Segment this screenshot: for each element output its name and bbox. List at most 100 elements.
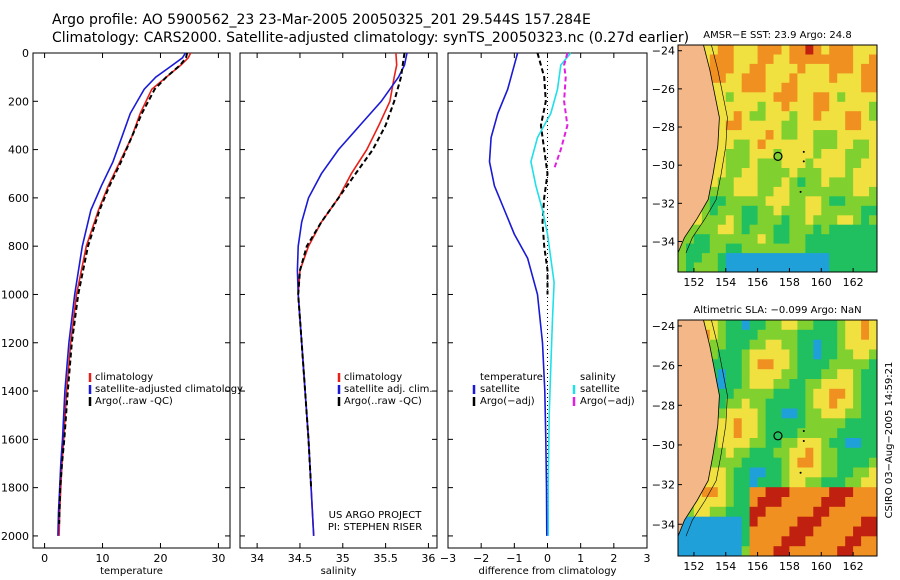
sla_map-cell <box>725 320 735 331</box>
sst_map-cell <box>853 234 862 245</box>
sla_map-cell <box>757 329 767 341</box>
sst_map-cell <box>845 111 854 122</box>
sst_map-cell <box>749 92 759 103</box>
temperature-series-climatology <box>58 52 192 536</box>
sst_map-cell <box>693 224 703 235</box>
sst_map-cell <box>829 243 838 254</box>
sla_map-cell <box>837 398 846 409</box>
sst_map-cell <box>829 224 838 235</box>
difference-xlabel: difference from climatology <box>479 566 617 577</box>
sst_map-xtick-label: 154 <box>715 276 736 289</box>
sst_map-cell <box>853 215 862 226</box>
sst_map-cell <box>789 63 798 74</box>
sst_map-cell <box>829 92 838 103</box>
sst_map-cell <box>853 130 862 141</box>
sst_map-cell <box>813 224 822 235</box>
sla_map-ytick-label: −28 <box>652 399 675 412</box>
sla_map-cell <box>749 339 759 350</box>
sla_map-cell <box>765 398 775 409</box>
sst_map-cell <box>845 168 854 178</box>
sst_map-cell <box>845 158 854 169</box>
sla_map-cell <box>757 447 767 459</box>
sst_map-cell <box>853 120 862 131</box>
sla_map-cell <box>797 369 806 380</box>
sla_map-profile-marker <box>773 431 783 441</box>
sst_map-cell <box>709 82 719 93</box>
sla_map-cell <box>781 408 790 419</box>
sla_map-cell <box>733 379 743 390</box>
sla_map-cell <box>869 379 878 390</box>
sst_map-cell <box>797 205 806 216</box>
sla_map-cell <box>813 398 822 409</box>
sla_map-cell <box>869 447 878 459</box>
sla_map-cell <box>749 497 759 508</box>
sla_map-cell <box>733 428 743 439</box>
sla_map-cell <box>741 408 751 419</box>
sla_map-cell <box>829 467 838 478</box>
temperature-legend-label: Argo(..raw -QC) <box>95 396 173 407</box>
sst_map-cell <box>837 120 846 131</box>
sla_map-cell <box>725 477 735 488</box>
sla_map-cell <box>749 418 759 429</box>
sla_map-cell <box>686 526 695 537</box>
sla_map-cell <box>781 546 790 557</box>
sst_map-cell <box>773 149 782 159</box>
sst_map-cell <box>789 196 798 207</box>
sst_map-cell <box>789 253 798 264</box>
sst_map-cell <box>725 82 735 93</box>
sla_map-cell <box>741 457 751 468</box>
sst_map-cell <box>701 253 711 264</box>
sla_map-cell <box>829 487 838 498</box>
sst_map-cell <box>797 224 806 235</box>
sst_map-cell <box>861 224 870 235</box>
sla_map-cell <box>837 467 846 478</box>
sst_map-cell <box>853 243 862 254</box>
sst_map-cell <box>709 73 719 84</box>
sla_map-cell <box>701 487 711 498</box>
sst_map-cell <box>837 168 846 178</box>
sla_map-cell <box>845 477 854 488</box>
sst_map-cell <box>733 149 743 159</box>
sst_map-cell <box>853 82 862 93</box>
sla_map-cell <box>805 487 814 498</box>
sst_map-cell <box>813 54 822 65</box>
salinity-xtick-label: 35 <box>336 552 350 565</box>
sla_map-frame <box>677 319 878 557</box>
sst_map-cell <box>781 196 790 207</box>
sla_map-cell <box>821 349 830 360</box>
sst_map-cell <box>869 111 878 122</box>
sla_map-cell <box>789 457 798 468</box>
sla_map-cell <box>837 349 846 360</box>
sst_map-cell <box>797 168 806 178</box>
sst_map-cell <box>765 54 775 65</box>
sla_map-cell <box>781 516 790 527</box>
difference-series-salinity-argo <box>553 52 569 170</box>
sla_map-cell <box>853 536 862 547</box>
sla_map-cell <box>853 359 862 370</box>
sst_map-cell <box>853 54 862 65</box>
sla_map-cell <box>789 349 798 360</box>
sla_map-cell <box>733 418 743 429</box>
sst_map-cell <box>813 111 822 122</box>
sla_map-cell <box>805 418 814 429</box>
sst_map-cell <box>797 196 806 207</box>
sla_map-cell <box>709 467 719 478</box>
sst_map-cell <box>789 82 798 93</box>
sst_map-cell <box>829 120 838 131</box>
sla_map-cell <box>805 349 814 360</box>
sla_map-cell <box>725 408 735 419</box>
sst_map-cell <box>749 139 759 150</box>
sla_map-cell <box>845 506 854 518</box>
sla_map-cell <box>813 447 822 459</box>
sst_map-cell <box>789 205 798 216</box>
sla_map-cell <box>678 526 687 537</box>
sla_map-cell <box>773 388 782 400</box>
sst_map-ytick-label: −28 <box>652 121 675 134</box>
sla_map-cell <box>797 349 806 360</box>
sst_map-cell <box>869 205 878 216</box>
sst_map-cell <box>741 139 751 150</box>
sst_map-cell <box>717 139 727 150</box>
sla_map-cell <box>725 546 735 557</box>
sla_map-cell <box>797 320 806 331</box>
sla_map-cell <box>869 369 878 380</box>
